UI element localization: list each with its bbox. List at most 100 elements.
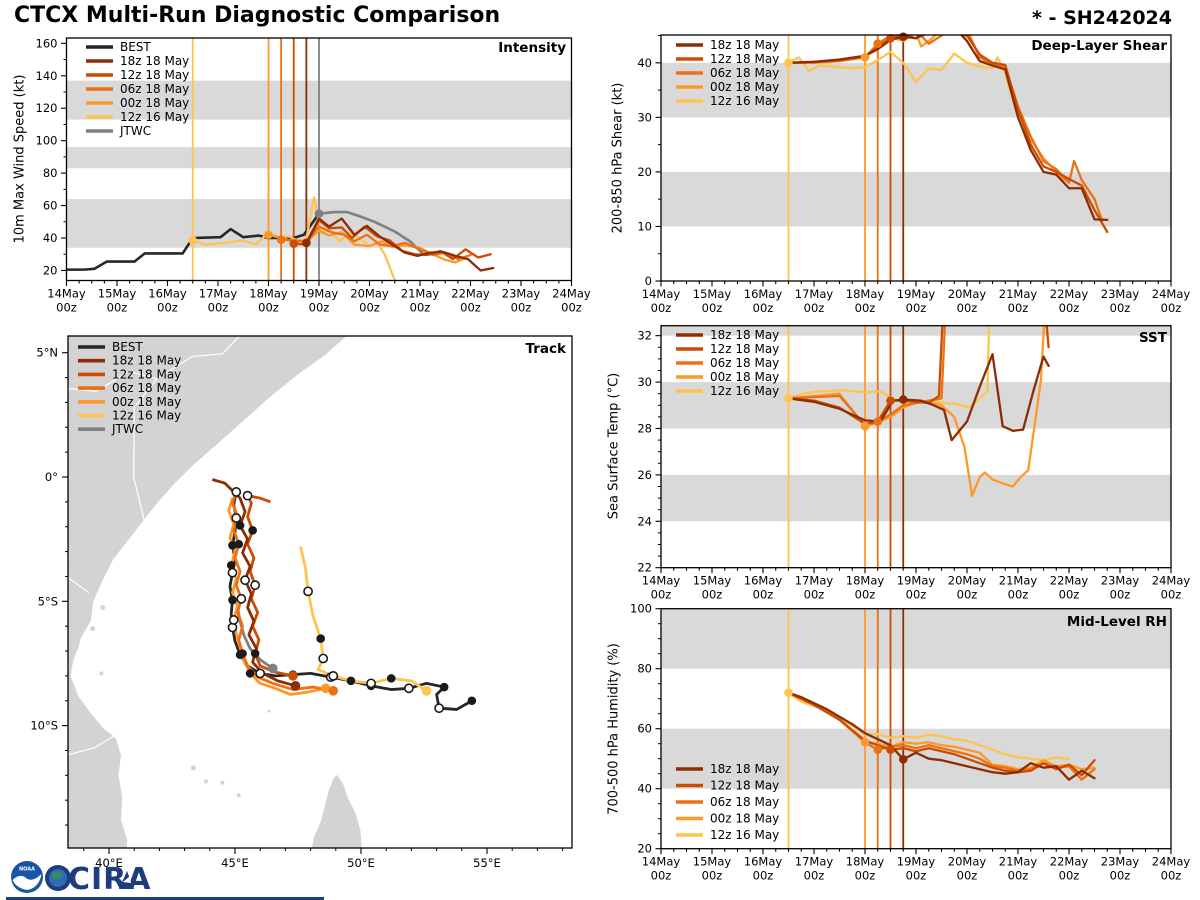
svg-text:00z: 00z (1110, 869, 1131, 883)
svg-text:20: 20 (43, 263, 58, 277)
panel-title-shear: Deep-Layer Shear (1031, 38, 1167, 54)
svg-text:00z: 00z (1161, 869, 1182, 883)
svg-text:20: 20 (637, 165, 652, 179)
svg-text:0°: 0° (45, 470, 58, 484)
svg-text:12z 16 May: 12z 16 May (710, 384, 779, 398)
svg-text:00z: 00z (1008, 301, 1029, 315)
svg-text:40°E: 40°E (95, 856, 123, 870)
svg-text:17May: 17May (795, 574, 834, 588)
svg-text:20May: 20May (350, 287, 389, 301)
svg-text:00z: 00z (753, 588, 774, 602)
svg-text:40: 40 (637, 56, 652, 70)
svg-text:06z 18 May: 06z 18 May (112, 381, 181, 395)
svg-text:00z: 00z (906, 869, 927, 883)
svg-text:20May: 20May (948, 855, 987, 869)
svg-text:00z: 00z (1059, 869, 1080, 883)
svg-text:00z: 00z (804, 869, 825, 883)
svg-text:80: 80 (637, 662, 652, 676)
svg-text:32: 32 (637, 329, 652, 343)
svg-text:23May: 23May (502, 287, 541, 301)
svg-text:00z: 00z (651, 301, 672, 315)
svg-text:21May: 21May (999, 855, 1038, 869)
svg-text:JTWC: JTWC (119, 124, 151, 138)
sst-y-axis-label: Sea Surface Temp (°C) (606, 372, 622, 520)
svg-text:14May: 14May (642, 855, 681, 869)
svg-text:10°S: 10°S (30, 719, 58, 733)
svg-text:00z: 00z (753, 869, 774, 883)
svg-text:00z: 00z (651, 869, 672, 883)
panel-title-sst: SST (1138, 330, 1167, 346)
svg-text:15May: 15May (693, 287, 732, 301)
svg-text:60: 60 (43, 199, 58, 213)
svg-text:00z: 00z (107, 301, 128, 315)
svg-text:50°E: 50°E (347, 856, 375, 870)
svg-text:21May: 21May (999, 574, 1038, 588)
svg-text:18z 18 May: 18z 18 May (120, 54, 189, 68)
svg-text:19May: 19May (897, 855, 936, 869)
svg-text:0: 0 (645, 274, 652, 288)
svg-text:20May: 20May (948, 287, 987, 301)
rh-y-axis-label: 700-500 hPa Humidity (%) (606, 643, 622, 815)
svg-text:5°N: 5°N (36, 346, 58, 360)
svg-text:17May: 17May (795, 855, 834, 869)
svg-text:28: 28 (637, 421, 652, 435)
svg-text:22May: 22May (1050, 574, 1089, 588)
svg-text:BEST: BEST (112, 340, 143, 354)
svg-text:12z 18 May: 12z 18 May (120, 68, 189, 82)
cira-logo: CIRA (6, 862, 324, 900)
svg-text:12z 16 May: 12z 16 May (120, 110, 189, 124)
svg-text:120: 120 (36, 101, 58, 115)
svg-text:14May: 14May (642, 574, 681, 588)
svg-text:18z 18 May: 18z 18 May (710, 38, 779, 52)
svg-text:16May: 16May (744, 574, 783, 588)
svg-text:19May: 19May (897, 574, 936, 588)
svg-text:00z: 00z (1008, 588, 1029, 602)
svg-text:21May: 21May (401, 287, 440, 301)
svg-text:16May: 16May (744, 287, 783, 301)
svg-text:14May: 14May (47, 287, 86, 301)
svg-text:18May: 18May (249, 287, 288, 301)
svg-text:23May: 23May (1101, 855, 1140, 869)
svg-text:00z: 00z (906, 588, 927, 602)
svg-text:24May: 24May (1152, 574, 1191, 588)
svg-text:00z: 00z (753, 301, 774, 315)
svg-text:18z 18 May: 18z 18 May (112, 354, 181, 368)
svg-text:00z: 00z (1110, 301, 1131, 315)
svg-text:00z: 00z (855, 869, 876, 883)
svg-text:12z 16 May: 12z 16 May (710, 94, 779, 108)
shear-y-axis-label: 200-850 hPa Shear (kt) (610, 82, 626, 234)
svg-text:00z: 00z (702, 869, 723, 883)
svg-text:00z: 00z (309, 301, 330, 315)
svg-text:12z 18 May: 12z 18 May (710, 779, 779, 793)
storm-id: * - SH242024 (1032, 7, 1172, 29)
svg-text:22May: 22May (1050, 855, 1089, 869)
svg-text:15May: 15May (98, 287, 137, 301)
svg-text:00z 18 May: 00z 18 May (710, 812, 779, 826)
svg-text:22May: 22May (451, 287, 490, 301)
svg-text:00z: 00z (957, 301, 978, 315)
svg-text:23May: 23May (1101, 287, 1140, 301)
svg-text:15May: 15May (693, 574, 732, 588)
svg-text:00z: 00z (208, 301, 229, 315)
svg-text:00z: 00z (1161, 301, 1182, 315)
svg-text:18May: 18May (846, 574, 885, 588)
svg-text:24May: 24May (1152, 855, 1191, 869)
svg-text:06z 18 May: 06z 18 May (710, 66, 779, 80)
svg-text:00z: 00z (1059, 588, 1080, 602)
svg-text:19May: 19May (300, 287, 339, 301)
svg-text:00z: 00z (804, 301, 825, 315)
svg-text:20May: 20May (948, 574, 987, 588)
svg-text:160: 160 (36, 36, 58, 50)
svg-text:12z 16 May: 12z 16 May (710, 828, 779, 842)
svg-text:100: 100 (36, 134, 58, 148)
svg-text:00z: 00z (157, 301, 178, 315)
svg-text:23May: 23May (1101, 574, 1140, 588)
svg-text:22May: 22May (1050, 287, 1089, 301)
intensity-y-axis-label: 10m Max Wind Speed (kt) (12, 74, 28, 244)
svg-text:12z 16 May: 12z 16 May (112, 409, 181, 423)
svg-text:12z 18 May: 12z 18 May (710, 342, 779, 356)
svg-text:17May: 17May (795, 287, 834, 301)
svg-text:00z: 00z (56, 301, 77, 315)
svg-text:00z: 00z (957, 588, 978, 602)
